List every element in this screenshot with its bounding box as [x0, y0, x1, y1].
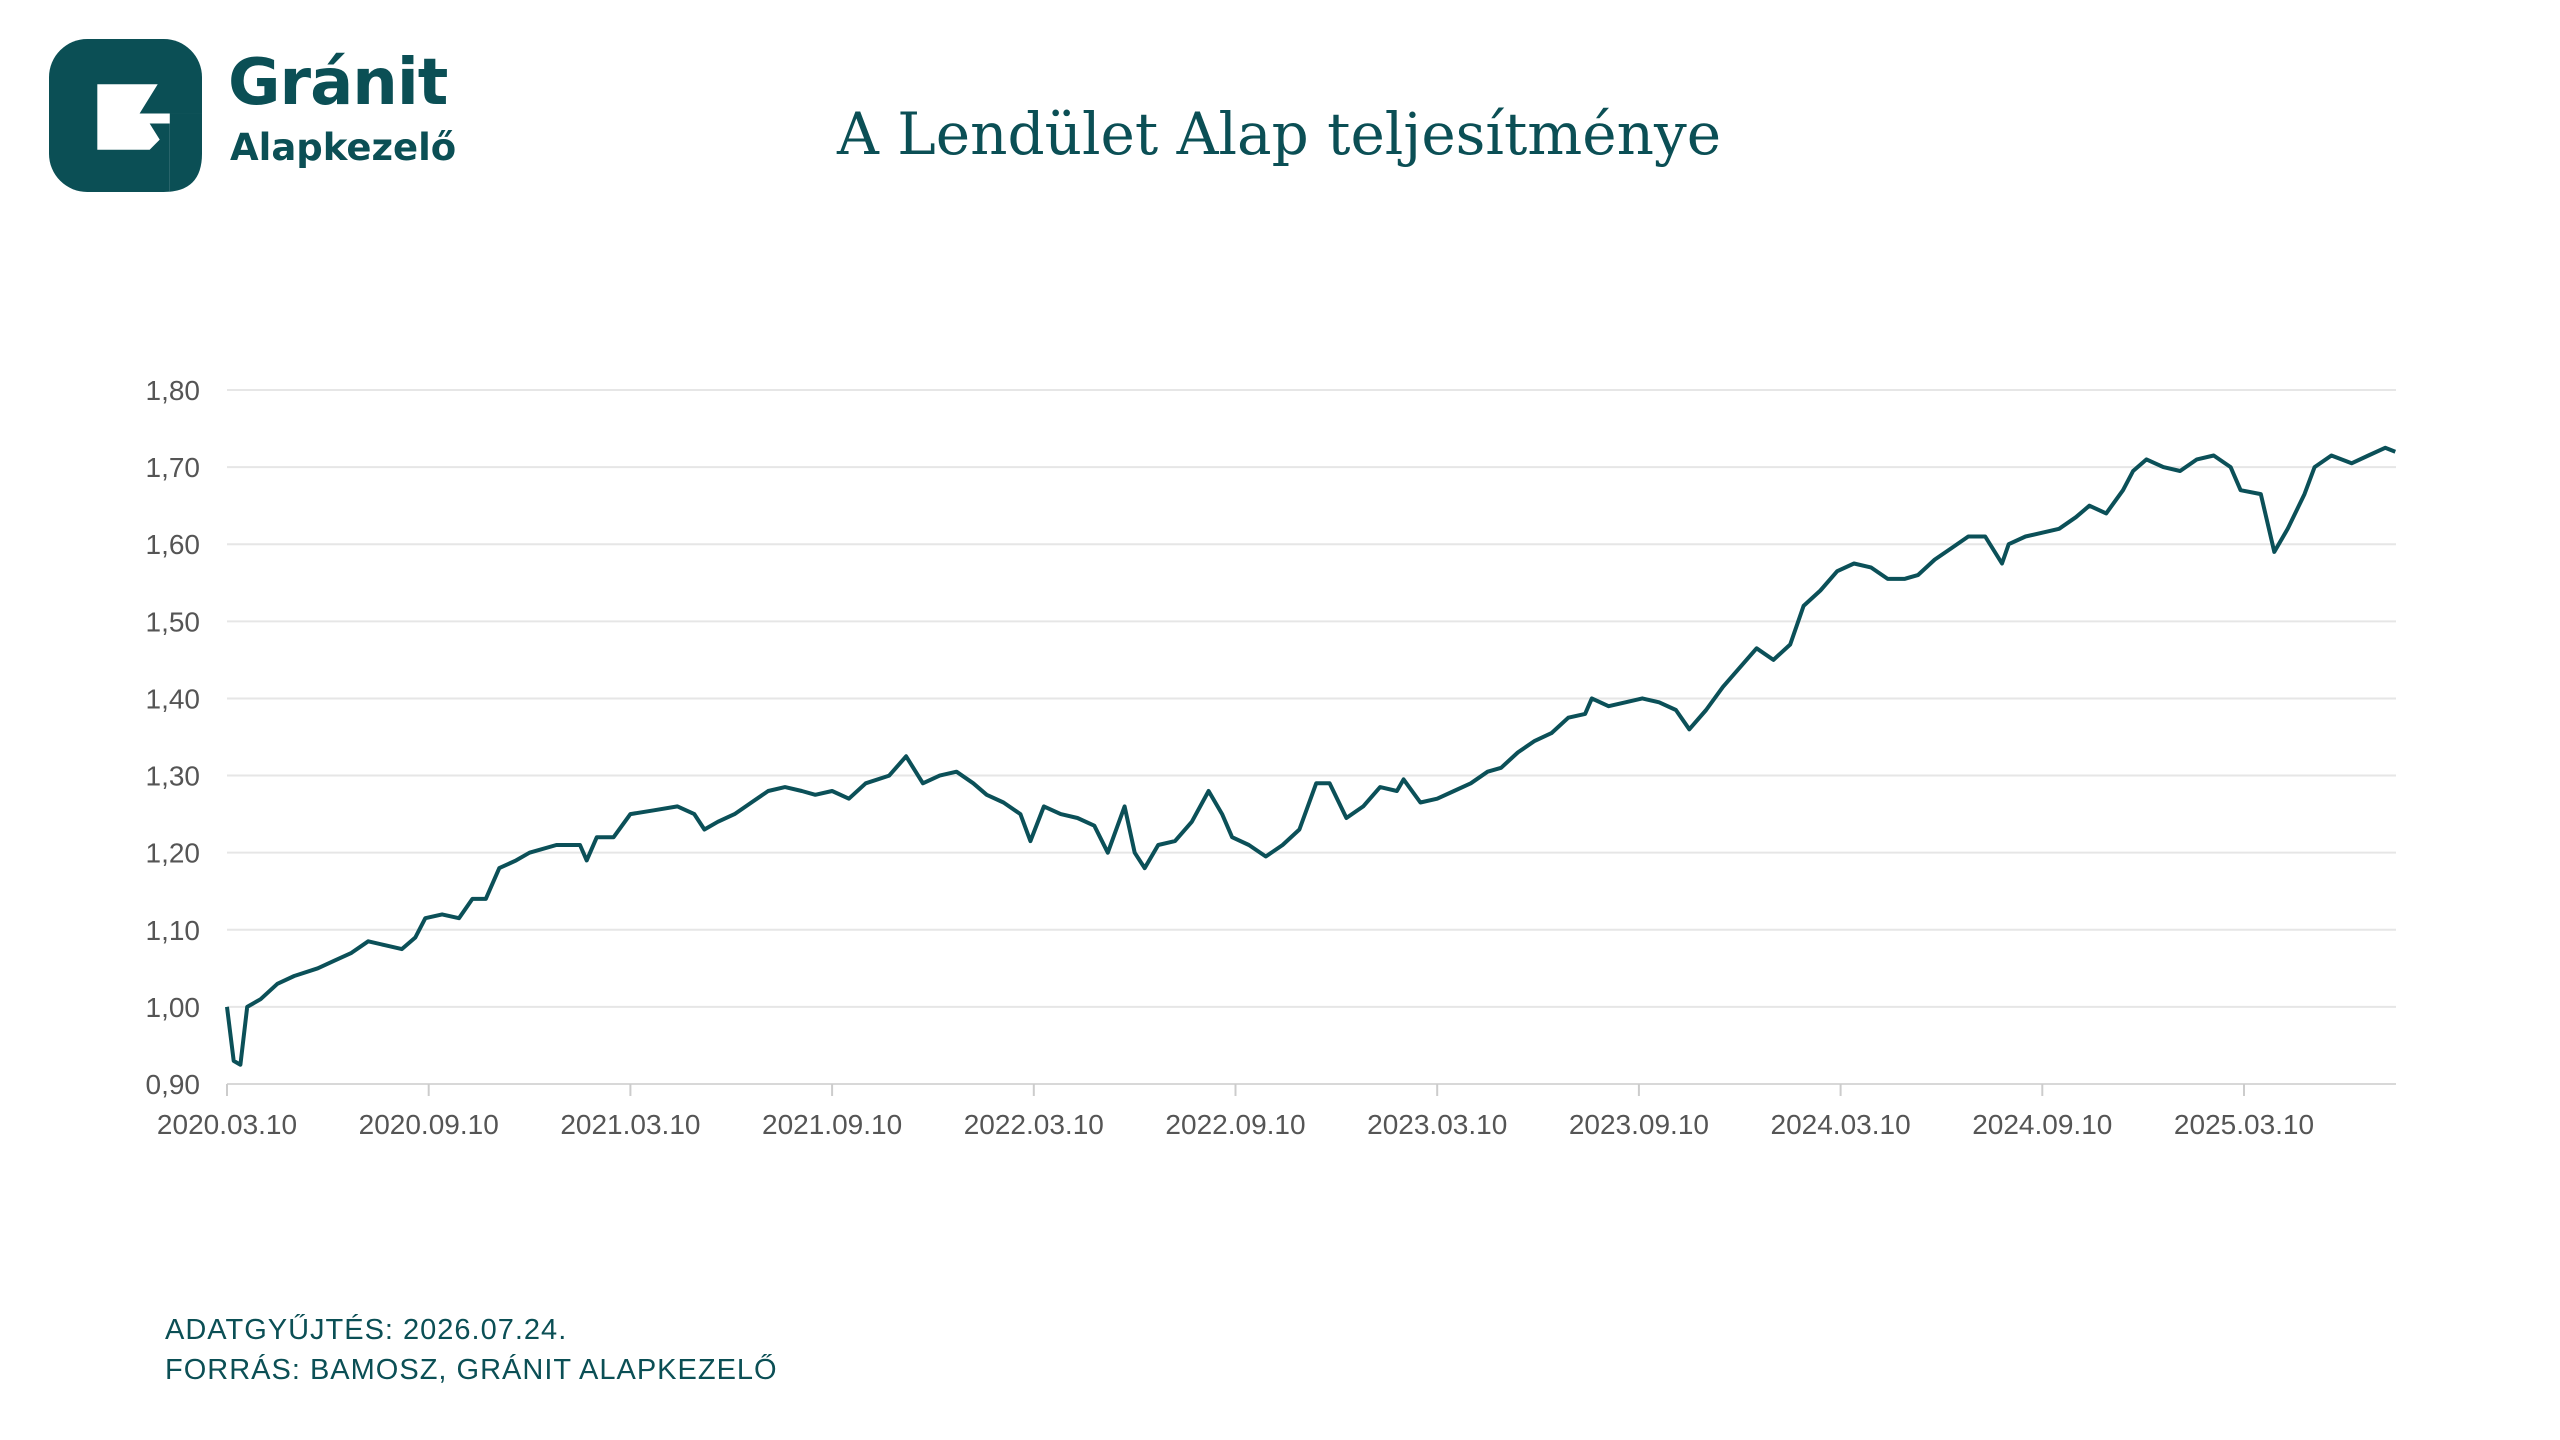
y-tick-label: 1,80 — [146, 375, 201, 406]
grid-lines — [227, 389, 2396, 1085]
x-axis: 2020.03.10 2020.09.10 2021.03.10 2021.09.10… — [157, 1084, 2314, 1140]
chart-title-text: A Lendület Alap teljesítménye — [836, 100, 1722, 168]
brand-name: Gránit — [228, 46, 448, 120]
granit-logo-icon — [49, 39, 202, 192]
y-axis: 0,90 1,00 1,10 1,20 1,30 1,40 1,50 1,60 1,70 1,80 — [146, 375, 201, 1100]
x-tick-label: 2024.09.10 — [1972, 1109, 2112, 1140]
source-note: FORRÁS: BAMOSZ, GRÁNIT ALAPKEZELŐ — [165, 1354, 778, 1386]
y-tick-label: 1,60 — [146, 529, 201, 560]
y-tick-label: 1,10 — [146, 915, 201, 946]
x-tick-label: 2023.09.10 — [1569, 1109, 1709, 1140]
x-tick-label: 2022.03.10 — [964, 1109, 1104, 1140]
x-tick-label: 2023.03.10 — [1367, 1109, 1507, 1140]
x-tick-label: 2020.09.10 — [359, 1109, 499, 1140]
y-tick-label: 1,20 — [146, 838, 201, 869]
y-tick-label: 0,90 — [146, 1069, 201, 1100]
y-tick-label: 1,50 — [146, 606, 201, 637]
y-tick-label: 1,30 — [146, 761, 201, 792]
footer: ADATGYŰJTÉS: 2026.07.24. FORRÁS: BAMOSZ,… — [165, 1310, 778, 1390]
y-tick-label: 1,40 — [146, 683, 201, 714]
series-line-lendulet — [225, 445, 2397, 1067]
x-tick-label: 2021.03.10 — [560, 1109, 700, 1140]
x-tick-label: 2024.03.10 — [1771, 1109, 1911, 1140]
x-tick-label: 2020.03.10 — [157, 1109, 297, 1140]
x-tick-label: 2025.03.10 — [2174, 1109, 2314, 1140]
x-tick-label: 2021.09.10 — [762, 1109, 902, 1140]
brand-subtitle: Alapkezelő — [230, 126, 457, 169]
y-tick-label: 1,70 — [146, 452, 201, 483]
x-tick-label: 2022.09.10 — [1165, 1109, 1305, 1140]
chart-title: A Lendület Alap teljesítménye — [0, 100, 2560, 168]
data-collection-date: ADATGYŰJTÉS: 2026.07.24. — [165, 1314, 568, 1346]
series-layer — [225, 445, 2397, 1067]
y-tick-label: 1,00 — [146, 992, 201, 1023]
